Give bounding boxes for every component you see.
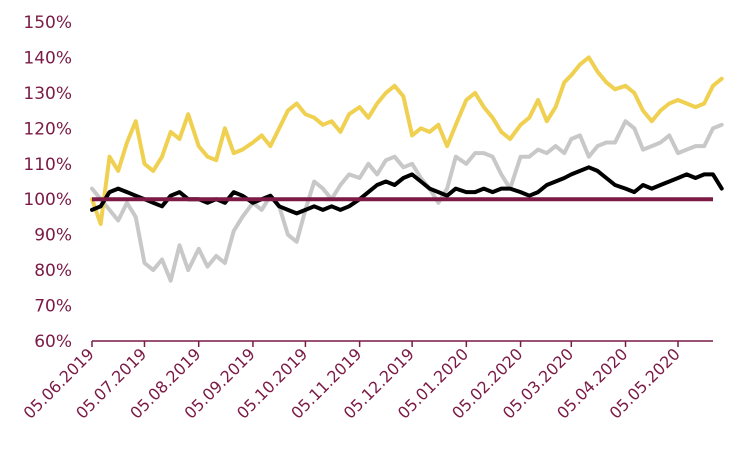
x-axis-ticks: 05.06.201905.07.201905.08.201905.09.2019… bbox=[20, 341, 684, 423]
y-tick-label: 130% bbox=[23, 84, 72, 104]
y-axis-ticks: 60% 70% 80% 90% 100% 110% 120% 130% 140% 150% bbox=[23, 13, 72, 352]
series-line-1 bbox=[90, 119, 724, 283]
y-tick-label: 70% bbox=[34, 297, 72, 317]
y-tick-label: 100% bbox=[23, 190, 72, 210]
y-tick-label: 60% bbox=[34, 332, 72, 352]
series-line-2 bbox=[90, 55, 724, 226]
series-layer bbox=[90, 55, 724, 283]
y-tick-label: 120% bbox=[23, 119, 72, 139]
y-tick-label: 110% bbox=[23, 155, 72, 175]
y-tick-label: 90% bbox=[34, 226, 72, 246]
series-line-3 bbox=[90, 165, 724, 216]
y-tick-label: 150% bbox=[23, 13, 72, 33]
y-tick-label: 80% bbox=[34, 261, 72, 281]
y-tick-label: 140% bbox=[23, 48, 72, 68]
